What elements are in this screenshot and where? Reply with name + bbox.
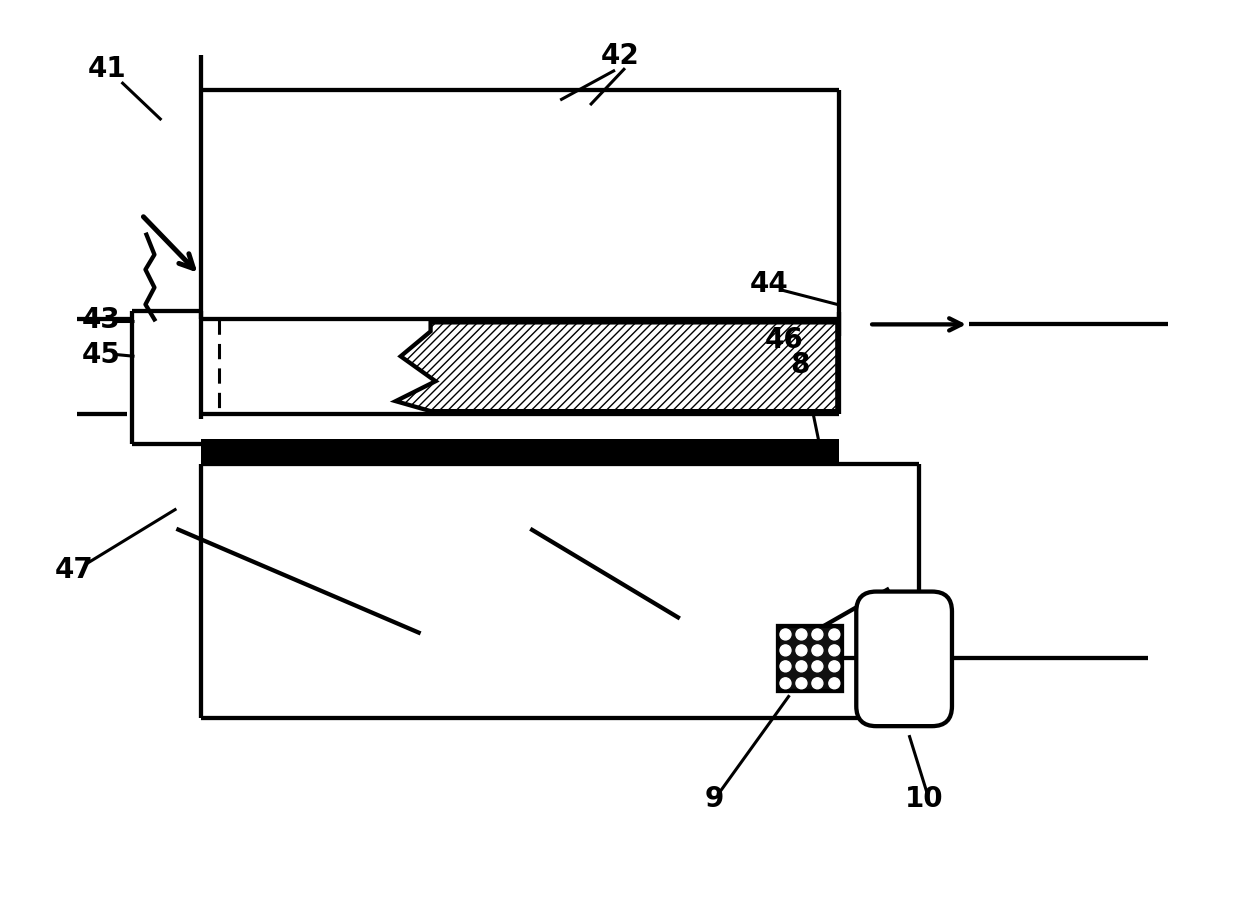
Circle shape [781,645,790,656]
Text: 8: 8 [789,351,809,379]
Circle shape [812,629,823,640]
Circle shape [795,678,807,689]
Circle shape [781,661,790,672]
Circle shape [781,629,790,640]
Text: 44: 44 [750,269,789,297]
Text: 9: 9 [705,784,725,812]
Polygon shape [395,323,838,412]
Circle shape [795,629,807,640]
Circle shape [812,661,823,672]
Circle shape [829,645,840,656]
Bar [778,627,843,692]
Text: 47: 47 [55,555,93,583]
Text: 43: 43 [82,306,121,334]
Circle shape [795,645,807,656]
Text: 41: 41 [87,55,126,83]
Text: 45: 45 [82,341,121,369]
Circle shape [795,661,807,672]
Circle shape [829,678,840,689]
Text: 42: 42 [601,42,639,70]
Text: 10: 10 [904,784,943,812]
Circle shape [781,678,790,689]
FancyBboxPatch shape [856,591,952,726]
Circle shape [829,661,840,672]
Circle shape [812,645,823,656]
Text: 46: 46 [766,326,804,354]
Circle shape [812,678,823,689]
Bar [201,440,839,464]
Circle shape [829,629,840,640]
